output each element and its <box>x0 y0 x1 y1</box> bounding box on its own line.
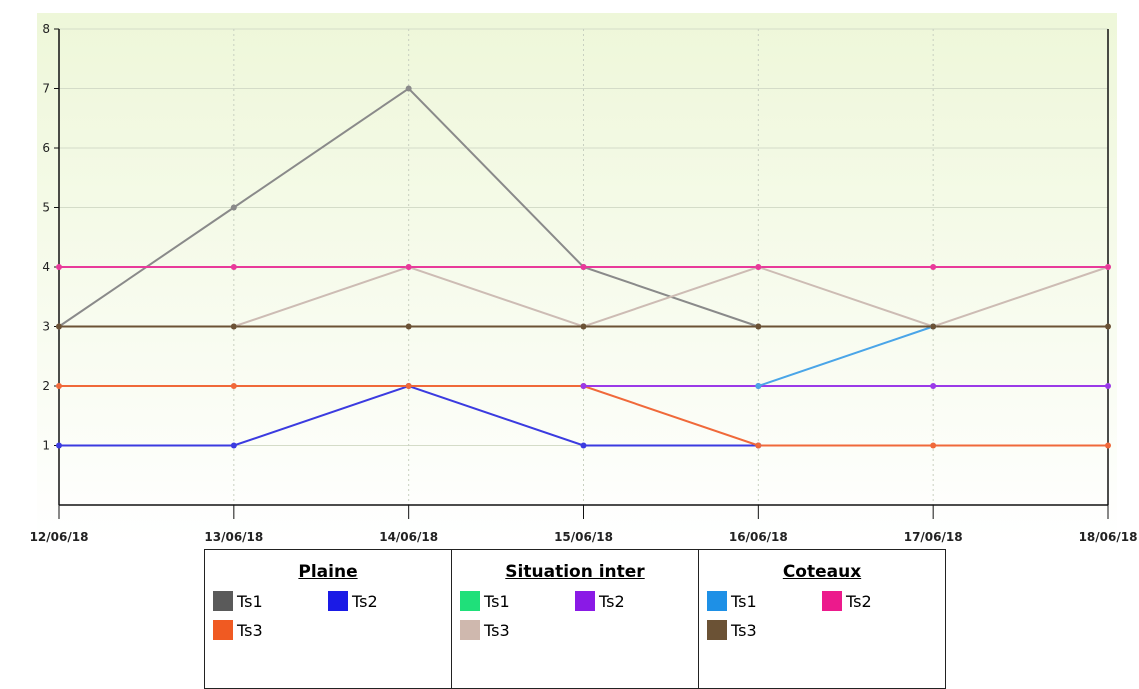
y-tick-label: 5 <box>42 201 50 215</box>
data-point <box>1105 323 1111 330</box>
legend-group-plaine: Plaine Ts1 Ts2 Ts3 <box>205 550 452 688</box>
legend-label: Ts3 <box>237 620 263 640</box>
legend-label: Ts1 <box>731 591 757 611</box>
legend-swatch <box>460 620 480 640</box>
x-tick-label: 12/06/18 <box>30 530 89 544</box>
y-tick-label: 8 <box>42 22 50 36</box>
data-point <box>755 442 762 449</box>
data-point <box>755 383 762 389</box>
x-tick-label: 15/06/18 <box>554 530 613 544</box>
data-point <box>755 323 762 330</box>
y-tick-label: 4 <box>42 260 50 274</box>
legend-swatch <box>213 620 233 640</box>
data-point <box>930 323 937 330</box>
plot-background <box>37 13 1117 543</box>
legend-item[interactable]: Ts2 <box>822 591 937 611</box>
data-point <box>405 323 412 330</box>
legend-label: Ts2 <box>352 591 378 611</box>
legend-group-title: Situation inter <box>505 562 645 582</box>
tick-labels: 1 2 3 4 5 6 7 8 12/06/18 13/06/18 14/06/18 15/06/18… <box>30 22 1138 544</box>
data-point <box>230 264 237 270</box>
legend-item[interactable]: Ts1 <box>460 591 575 611</box>
legend-item[interactable]: Ts2 <box>575 591 690 611</box>
legend-swatch <box>707 591 727 611</box>
data-point <box>1105 442 1111 449</box>
legend-swatch <box>213 591 233 611</box>
legend-label: Ts2 <box>846 591 872 611</box>
legend-label: Ts1 <box>237 591 263 611</box>
legend-swatch <box>328 591 348 611</box>
legend-group-situation-inter: Situation inter Ts1 Ts2 Ts3 <box>452 550 699 688</box>
legend-item[interactable]: Ts3 <box>460 620 575 640</box>
data-point <box>56 442 62 449</box>
legend-items: Ts1 Ts2 Ts3 <box>205 591 451 640</box>
legend-item[interactable]: Ts1 <box>213 591 328 611</box>
x-tick-label: 16/06/18 <box>729 530 788 544</box>
data-point <box>56 323 62 330</box>
legend-group-title: Coteaux <box>782 562 862 582</box>
data-point <box>580 264 587 270</box>
legend-group-coteaux: Coteaux Ts1 Ts2 Ts3 <box>699 550 945 688</box>
data-point <box>230 323 237 330</box>
y-tick-label: 7 <box>42 82 50 96</box>
line-chart: 1 2 3 4 5 6 7 8 12/06/18 13/06/18 14/06/18 15/06/18… <box>30 13 1138 544</box>
data-point <box>930 264 937 270</box>
data-point <box>580 383 587 389</box>
legend-swatch <box>460 591 480 611</box>
legend-swatch <box>575 591 595 611</box>
data-point <box>405 383 412 389</box>
series-line-coteaux-ts1 <box>758 325 934 387</box>
legend-group-title: Plaine <box>298 562 358 582</box>
x-tick-label: 17/06/18 <box>904 530 963 544</box>
x-tick-label: 18/06/18 <box>1079 530 1138 544</box>
data-point <box>230 204 237 211</box>
data-point <box>230 442 237 449</box>
y-tick-label: 6 <box>42 141 50 155</box>
legend-item[interactable]: Ts3 <box>707 620 822 640</box>
legend: Plaine Ts1 Ts2 Ts3 Situation inter Ts1 Ts2 Ts3 C… <box>204 549 946 689</box>
series-points <box>56 85 1111 449</box>
y-tick-label: 2 <box>42 379 50 393</box>
legend-items: Ts1 Ts2 Ts3 <box>452 591 698 640</box>
data-point <box>1105 383 1111 389</box>
legend-items: Ts1 Ts2 Ts3 <box>699 591 945 640</box>
legend-swatch <box>822 591 842 611</box>
data-point <box>405 264 412 270</box>
y-tick-label: 3 <box>42 320 50 334</box>
data-point <box>755 264 762 270</box>
data-point <box>580 323 587 330</box>
y-tick-label: 1 <box>42 439 50 453</box>
data-point <box>1105 264 1111 270</box>
legend-swatch <box>707 620 727 640</box>
legend-item[interactable]: Ts3 <box>213 620 328 640</box>
data-point <box>56 264 62 270</box>
legend-item[interactable]: Ts1 <box>707 591 822 611</box>
legend-label: Ts3 <box>484 620 510 640</box>
legend-label: Ts3 <box>731 620 757 640</box>
data-point <box>56 383 62 389</box>
data-point <box>930 383 937 389</box>
legend-label: Ts1 <box>484 591 510 611</box>
legend-label: Ts2 <box>599 591 625 611</box>
data-point <box>580 442 587 449</box>
legend-item[interactable]: Ts2 <box>328 591 443 611</box>
data-point <box>405 85 412 92</box>
x-tick-label: 13/06/18 <box>204 530 263 544</box>
x-tick-label: 14/06/18 <box>379 530 438 544</box>
data-point <box>230 383 237 389</box>
data-point <box>930 442 937 449</box>
